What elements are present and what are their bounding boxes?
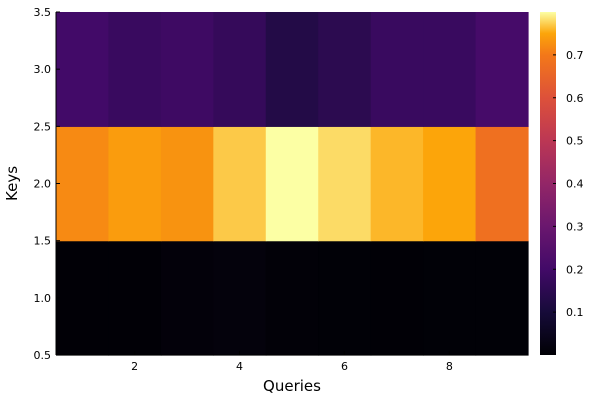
heatmap-cell-r3-c5: [265, 12, 319, 127]
heatmap-cell-r3-c7: [370, 12, 424, 127]
x-tick-label: 6: [341, 360, 348, 373]
y-tick-label: 1.5: [34, 235, 52, 248]
colorbar-tick-label: 0.7: [566, 49, 584, 62]
heatmap-cell-r2-c1: [56, 126, 110, 242]
heatmap-cell-r1-c7: [370, 240, 424, 356]
heatmap-cell-r2-c2: [108, 126, 162, 242]
heatmap-cell-r3-c2: [108, 12, 162, 127]
x-tick-label: 2: [131, 360, 138, 373]
colorbar-gradient: [540, 12, 556, 355]
heatmap-cell-r3-c4: [213, 12, 267, 127]
y-tick-label: 3.0: [34, 63, 52, 76]
heatmap-cell-r1-c1: [56, 240, 110, 356]
heatmap-cell-r3-c9: [475, 12, 529, 127]
y-tick-label: 0.5: [34, 349, 52, 362]
x-axis-label: Queries: [263, 377, 321, 395]
y-axis-label: Keys: [3, 166, 21, 201]
heatmap-cell-r1-c8: [423, 240, 477, 356]
heatmap-cell-r2-c7: [370, 126, 424, 242]
colorbar-tick-label: 0.1: [566, 306, 584, 319]
y-tick-label: 3.5: [34, 6, 52, 19]
heatmap-cell-r2-c6: [318, 126, 372, 242]
heatmap-cell-r2-c3: [160, 126, 214, 242]
x-tick-label: 4: [236, 360, 243, 373]
heatmap-cell-r2-c8: [423, 126, 477, 242]
heatmap-cell-r2-c9: [475, 126, 529, 242]
y-tick-label: 2.5: [34, 120, 52, 133]
colorbar-tick-label: 0.4: [566, 178, 584, 191]
heatmap-cell-r1-c4: [213, 240, 267, 356]
colorbar-tick-label: 0.3: [566, 220, 584, 233]
heatmap-cell-r1-c2: [108, 240, 162, 356]
heatmap-cell-r2-c4: [213, 126, 267, 242]
heatmap-cell-r3-c1: [56, 12, 110, 127]
colorbar: 0.1 0.2 0.3 0.4 0.5 0.6 0.7: [540, 12, 584, 355]
heatmap-cells: [56, 12, 529, 356]
x-tick-label: 8: [446, 360, 453, 373]
y-tick-label: 1.0: [34, 292, 52, 305]
heatmap-cell-r3-c3: [160, 12, 214, 127]
heatmap-cell-r3-c8: [423, 12, 477, 127]
heatmap-cell-r3-c6: [318, 12, 372, 127]
y-tick-label: 2.0: [34, 178, 52, 191]
colorbar-tick-label: 0.5: [566, 135, 584, 148]
heatmap-cell-r1-c9: [475, 240, 529, 356]
plot-axes: 2 4 6 8 0.5 1.0 1.5 2.0 2.5 3.0 3.5: [34, 6, 528, 373]
heatmap-cell-r2-c5: [265, 126, 319, 242]
heatmap-cell-r1-c3: [160, 240, 214, 356]
heatmap-cell-r1-c6: [318, 240, 372, 356]
colorbar-tick-label: 0.6: [566, 92, 584, 105]
heatmap-cell-r1-c5: [265, 240, 319, 356]
colorbar-tick-label: 0.2: [566, 263, 584, 276]
